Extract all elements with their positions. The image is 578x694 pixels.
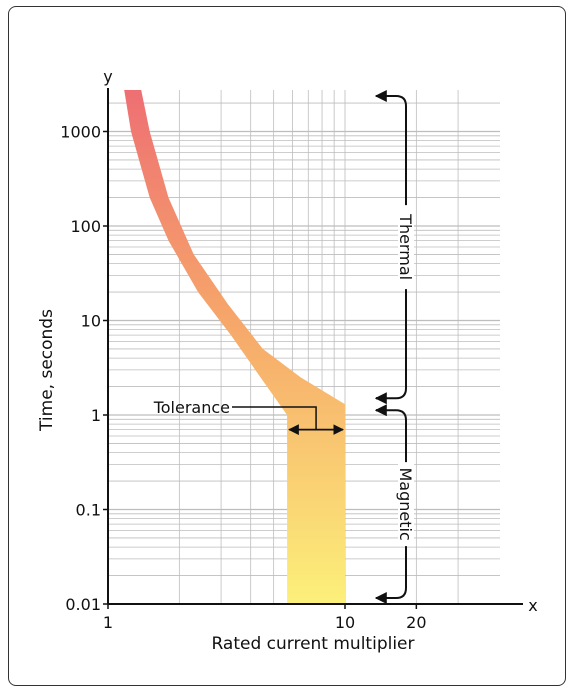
y-tick-label: 0.01 [65,595,101,614]
tolerance-label: Tolerance [153,398,230,417]
annotations: Tolerance Thermal Magnetic [153,90,415,604]
x-tick-label: 20 [406,613,426,632]
y-tick-label: 0.1 [76,501,101,520]
y-tick-label: 100 [70,217,101,236]
thermal-label-bg [398,205,414,290]
magnetic-label-bg [398,462,414,547]
y-axis-title: Time, seconds [37,309,57,432]
y-tick-label: 10 [81,312,101,331]
x-tick-label: 1 [103,613,113,632]
magnetic-label: Magnetic [396,467,415,540]
y-tick-label: 1000 [60,123,101,142]
chart-frame [8,6,566,686]
chart-axes [107,88,523,605]
y-axis-letter: y [103,67,112,86]
y-tick-label: 1 [91,406,101,425]
x-axis-letter: x [528,596,537,615]
tolerance-band [124,90,345,604]
x-axis-title: Rated current multiplier [211,634,414,654]
tolerance-leader [232,406,317,430]
x-tick-label: 10 [335,613,355,632]
thermal-label: Thermal [396,213,415,280]
